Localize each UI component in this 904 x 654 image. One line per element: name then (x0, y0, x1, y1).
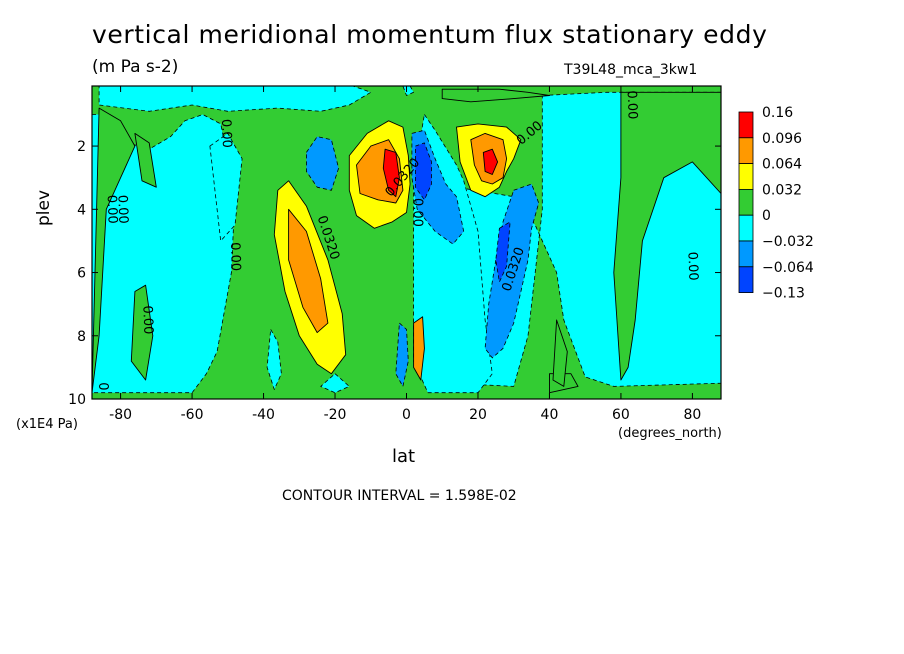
chart-title: vertical meridional momentum flux statio… (92, 20, 768, 49)
y-tick-label-1: 4 (77, 202, 86, 218)
contour-fill-layer (92, 86, 721, 394)
colorbar-label-3: 0.032 (762, 182, 802, 198)
contour-region-18 (382, 148, 400, 198)
contour-label-0: 0.00 (218, 119, 234, 148)
contour-region-0 (92, 114, 236, 394)
colorbar-swatch-1 (738, 137, 754, 165)
y-tick-label-3: 8 (77, 329, 86, 345)
contour-region-10 (552, 319, 568, 387)
y-axis-label: plev (34, 189, 54, 226)
contour-label-7: 0.00 (410, 198, 425, 227)
contour-label-4: 0.00 (139, 305, 155, 334)
colorbar-label-7: −0.13 (762, 286, 805, 302)
x-tick-label-7: 60 (612, 407, 630, 423)
x-tick-label-3: -20 (324, 407, 347, 423)
contour-label-3: 0.00 (227, 242, 243, 271)
colorbar-swatch-2 (738, 163, 754, 190)
contour-region-19 (305, 136, 340, 191)
y-tick-label-0: 2 (77, 139, 86, 155)
contour-region-13 (320, 373, 350, 394)
colorbar-label-5: −0.032 (762, 234, 814, 250)
contour-label-12: 0 (95, 382, 110, 390)
contour-region-12 (266, 328, 282, 390)
contour-region-15 (288, 208, 329, 334)
x-axis-unit: (degrees_north) (618, 426, 722, 441)
x-axis-label: lat (392, 446, 416, 467)
colorbar-label-2: 0.064 (762, 157, 802, 173)
contour-label-2: 0.00 (114, 195, 130, 224)
run-label: T39L48_mca_3kw1 (564, 62, 698, 78)
contour-region-6 (134, 132, 157, 188)
colorbar-swatch-6 (738, 266, 754, 293)
colorbar-swatch-0 (738, 111, 754, 139)
contour-interval-note: CONTOUR INTERVAL = 1.598E-02 (282, 488, 517, 504)
chart-units: (m Pa s-2) (92, 57, 179, 77)
y-axis-unit: (x1E4 Pa) (16, 417, 78, 432)
x-tick-label-1: -60 (181, 407, 204, 423)
contour-label-11: 0.00 (684, 251, 700, 280)
x-tick-label-0: -80 (109, 407, 132, 423)
y-axis-ticks: 2 4 6 8 10 (68, 139, 721, 408)
colorbar-swatch-5 (738, 240, 754, 268)
contour-region-27 (395, 322, 409, 387)
colorbar-swatch-4 (738, 214, 754, 242)
x-axis-ticks: -80 -60 -40 -20 0 20 40 60 80 (109, 86, 701, 423)
contour-region-28 (413, 316, 425, 381)
contour-region-8 (613, 91, 721, 381)
x-tick-label-4: 0 (402, 407, 411, 423)
x-tick-label-5: 20 (469, 407, 487, 423)
colorbar-label-4: 0 (762, 208, 771, 224)
colorbar-label-0: 0.16 (762, 105, 793, 121)
contour-region-1 (98, 86, 372, 112)
x-tick-label-6: 40 (541, 407, 559, 423)
x-tick-label-8: 80 (683, 407, 701, 423)
colorbar-label-1: 0.096 (762, 131, 802, 147)
contour-region-26 (495, 221, 511, 283)
contour-region-7 (130, 284, 154, 381)
contour-region-24 (482, 148, 499, 175)
contour-region-4 (441, 88, 550, 103)
contour-label-1: 0.00 (104, 195, 120, 224)
y-tick-label-2: 6 (77, 266, 86, 282)
colorbar-label-6: −0.064 (762, 260, 814, 276)
x-tick-label-2: -40 (252, 407, 275, 423)
colorbar: 0.16 0.096 0.064 0.032 0 −0.032 −0.064 −0.13 (738, 105, 814, 302)
contour-region-5 (92, 107, 136, 394)
contour-label-10: 0.00 (624, 90, 640, 119)
contour-region-21 (414, 142, 432, 201)
contour-region-29 (402, 86, 415, 96)
contour-region-11 (209, 132, 243, 242)
colorbar-swatch-3 (738, 188, 754, 216)
y-tick-label-4: 10 (68, 392, 86, 408)
contour-region-25 (484, 183, 540, 359)
